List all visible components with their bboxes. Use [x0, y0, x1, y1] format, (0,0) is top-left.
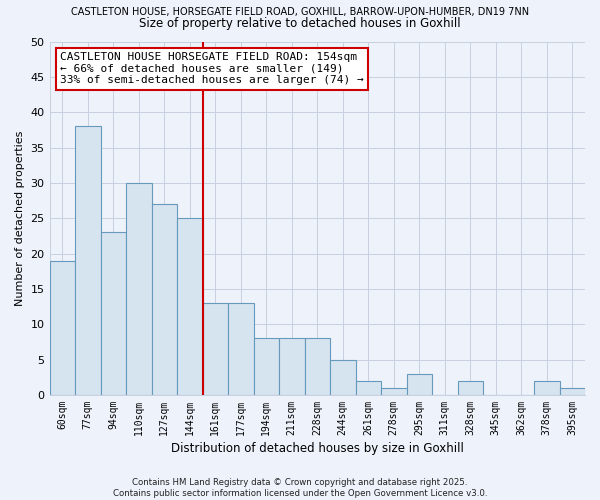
Bar	[152, 204, 177, 395]
Bar	[534, 381, 560, 395]
Text: CASTLETON HOUSE HORSEGATE FIELD ROAD: 154sqm
← 66% of detached houses are smalle: CASTLETON HOUSE HORSEGATE FIELD ROAD: 15…	[60, 52, 364, 86]
Bar	[458, 381, 483, 395]
Bar	[75, 126, 101, 395]
Bar	[381, 388, 407, 395]
Y-axis label: Number of detached properties: Number of detached properties	[15, 130, 25, 306]
Bar	[305, 338, 330, 395]
Text: Contains HM Land Registry data © Crown copyright and database right 2025.
Contai: Contains HM Land Registry data © Crown c…	[113, 478, 487, 498]
Bar	[356, 381, 381, 395]
Bar	[330, 360, 356, 395]
Bar	[126, 183, 152, 395]
Bar	[279, 338, 305, 395]
Text: Size of property relative to detached houses in Goxhill: Size of property relative to detached ho…	[139, 16, 461, 30]
Bar	[407, 374, 432, 395]
Bar	[203, 303, 228, 395]
Bar	[228, 303, 254, 395]
Bar	[254, 338, 279, 395]
X-axis label: Distribution of detached houses by size in Goxhill: Distribution of detached houses by size …	[171, 442, 464, 455]
Bar	[101, 232, 126, 395]
Text: CASTLETON HOUSE, HORSEGATE FIELD ROAD, GOXHILL, BARROW-UPON-HUMBER, DN19 7NN: CASTLETON HOUSE, HORSEGATE FIELD ROAD, G…	[71, 8, 529, 18]
Bar	[560, 388, 585, 395]
Bar	[177, 218, 203, 395]
Bar	[50, 260, 75, 395]
